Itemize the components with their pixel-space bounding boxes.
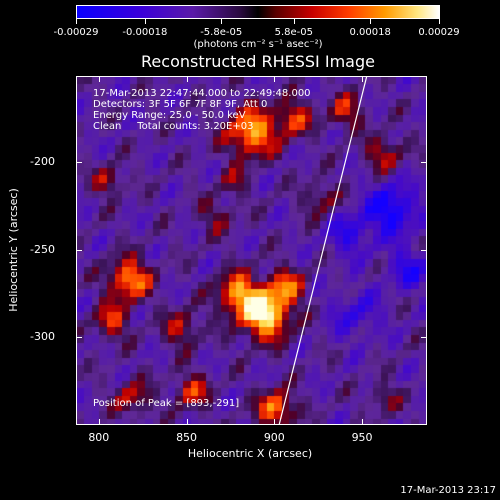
colorbar-tick (293, 19, 295, 24)
x-tick (362, 419, 364, 425)
y-tick (76, 161, 82, 163)
x-tick-label: 900 (263, 431, 285, 444)
colorbar-tick (221, 19, 223, 24)
x-tick-label: 850 (176, 431, 198, 444)
colorbar-tick (370, 19, 372, 24)
rhessi-heatmap (77, 77, 426, 424)
colorbar-tick-label: 0.00018 (349, 27, 391, 38)
detectors-text: Detectors: 3F 5F 6F 7F 8F 9F, Att 0 (93, 99, 268, 110)
x-tick (186, 419, 188, 425)
y-tick (421, 249, 427, 251)
timestamp-footer: 17-Mar-2013 23:17 (400, 485, 496, 496)
colorbar-tick-label: 5.8e-05 (274, 27, 313, 38)
x-tick (98, 419, 100, 425)
time-range-text: 17-Mar-2013 22:47:44.000 to 22:49:48.000 (93, 88, 311, 99)
y-tick (421, 337, 427, 339)
colorbar-tick (144, 19, 146, 24)
solar-limb-line (278, 77, 368, 424)
peak-position-text: Position of Peak = [893,-291] (93, 398, 240, 409)
colorbar-tick-label: -0.00029 (53, 27, 99, 38)
x-tick-label: 800 (88, 431, 110, 444)
colorbar-tick (439, 19, 440, 24)
y-tick (76, 337, 82, 339)
x-axis-label: Heliocentric X (arcsec) (187, 447, 313, 460)
x-tick (362, 76, 364, 82)
y-tick (421, 161, 427, 163)
x-tick-label: 950 (351, 431, 373, 444)
y-axis-label: Heliocentric Y (arcsec) (7, 188, 20, 312)
colorbar-unit: (photons cm⁻² s⁻¹ asec⁻²) (193, 39, 323, 50)
colorbar-tick (76, 19, 77, 24)
y-tick (76, 249, 82, 251)
energy-range-text: Energy Range: 25.0 - 50.0 keV (93, 110, 246, 121)
colorbar-tick-label: -5.8e-05 (200, 27, 243, 38)
x-tick (98, 76, 100, 82)
clean-counts-text: Clean Total counts: 3.20E+03 (93, 121, 254, 132)
colorbar (76, 5, 440, 19)
plot-title: Reconstructed RHESSI Image (141, 52, 375, 71)
y-tick-label: -300 (30, 330, 55, 344)
limb-overlay (278, 77, 368, 424)
colorbar-tick-label: -0.00018 (122, 27, 168, 38)
colorbar-tick-label: 0.00029 (418, 27, 460, 38)
y-tick-label: -250 (30, 242, 55, 256)
x-tick (186, 76, 188, 82)
y-tick-label: -200 (30, 154, 55, 168)
x-tick (274, 76, 276, 82)
x-tick (274, 419, 276, 425)
